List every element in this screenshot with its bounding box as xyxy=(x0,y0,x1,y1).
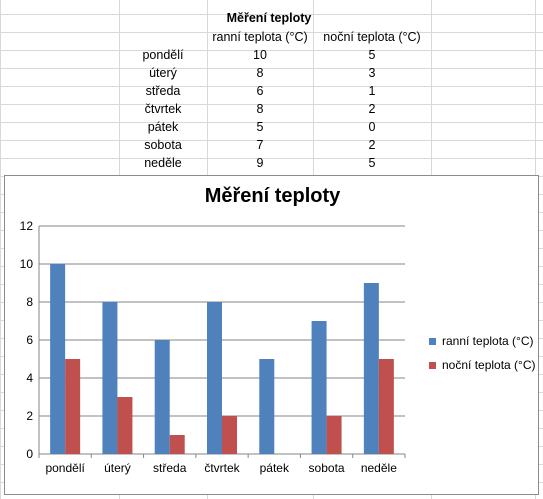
x-tick-label: středa xyxy=(153,461,187,475)
legend-swatch-morning xyxy=(429,338,436,346)
cell-morning[interactable]: 9 xyxy=(256,156,264,170)
legend-item-morning: ranní teplota (°C) xyxy=(429,329,536,353)
bar-night xyxy=(222,416,237,454)
cell-night[interactable]: 2 xyxy=(368,138,376,152)
chart-area[interactable]: Měření teploty 0 2 4 6 8 10 12 pondělí úterý stře… xyxy=(4,175,539,495)
cell-day[interactable]: pátek xyxy=(147,120,179,134)
cell-night[interactable]: 5 xyxy=(368,156,376,170)
cell-night[interactable]: 5 xyxy=(368,48,376,62)
bar-night xyxy=(378,359,394,454)
cell-day[interactable]: pondělí xyxy=(142,48,184,62)
bar-night xyxy=(117,397,133,454)
cell-day[interactable]: neděle xyxy=(144,156,182,170)
cell-morning[interactable]: 7 xyxy=(256,138,264,152)
y-tick-label: 8 xyxy=(26,295,33,309)
legend-swatch-night xyxy=(429,362,436,370)
y-tick-label: 10 xyxy=(20,257,34,271)
y-tick-label: 4 xyxy=(26,371,33,385)
cell-morning[interactable]: 5 xyxy=(256,120,264,134)
x-tick-label: neděle xyxy=(361,461,397,475)
cell-day[interactable]: sobota xyxy=(144,138,182,152)
cell-morning[interactable]: 6 xyxy=(256,84,264,98)
legend-label-morning: ranní teplota (°C) xyxy=(442,334,534,348)
chart-plot[interactable]: 0 2 4 6 8 10 12 pondělí úterý středa čtvrtek pátek s… xyxy=(5,176,540,496)
cell-day[interactable]: středa xyxy=(145,84,181,98)
legend-label-night: noční teplota (°C) xyxy=(442,358,536,372)
cell-day[interactable]: úterý xyxy=(149,66,177,80)
bar-morning xyxy=(259,359,275,454)
table-title[interactable]: Měření teploty xyxy=(226,11,312,25)
bar-morning xyxy=(154,340,170,454)
header-morning[interactable]: ranní teplota (°C) xyxy=(212,30,308,44)
cell-night[interactable]: 1 xyxy=(368,84,376,98)
y-tick-label: 0 xyxy=(26,447,33,461)
cell-night[interactable]: 0 xyxy=(368,120,376,134)
y-tick-label: 12 xyxy=(20,219,34,233)
x-tick-label: pátek xyxy=(260,461,290,475)
chart-title[interactable]: Měření teploty xyxy=(204,185,341,207)
bar-night xyxy=(326,416,342,454)
legend-item-night: noční teplota (°C) xyxy=(429,353,536,377)
x-tick-label: čtvrtek xyxy=(204,461,240,475)
bar-morning xyxy=(207,302,222,454)
cell-morning[interactable]: 10 xyxy=(253,48,267,62)
chart-legend[interactable]: ranní teplota (°C) noční teplota (°C) xyxy=(429,329,536,377)
bar-morning xyxy=(363,283,379,454)
cell-night[interactable]: 2 xyxy=(368,102,376,116)
bar-morning xyxy=(311,321,327,454)
cell-day[interactable]: čtvrtek xyxy=(144,102,182,116)
cell-night[interactable]: 3 xyxy=(368,66,376,80)
bar-morning xyxy=(102,302,118,454)
x-tick-label: pondělí xyxy=(45,461,85,475)
x-tick-label: úterý xyxy=(104,461,131,475)
bar-morning xyxy=(50,264,66,454)
bar-night xyxy=(65,359,81,454)
bar-night xyxy=(169,435,185,454)
y-tick-label: 6 xyxy=(26,333,33,347)
x-tick-label: sobota xyxy=(309,461,345,475)
header-night[interactable]: noční teplota (°C) xyxy=(323,30,421,44)
y-tick-label: 2 xyxy=(26,409,33,423)
cell-morning[interactable]: 8 xyxy=(256,66,264,80)
cell-morning[interactable]: 8 xyxy=(256,102,264,116)
